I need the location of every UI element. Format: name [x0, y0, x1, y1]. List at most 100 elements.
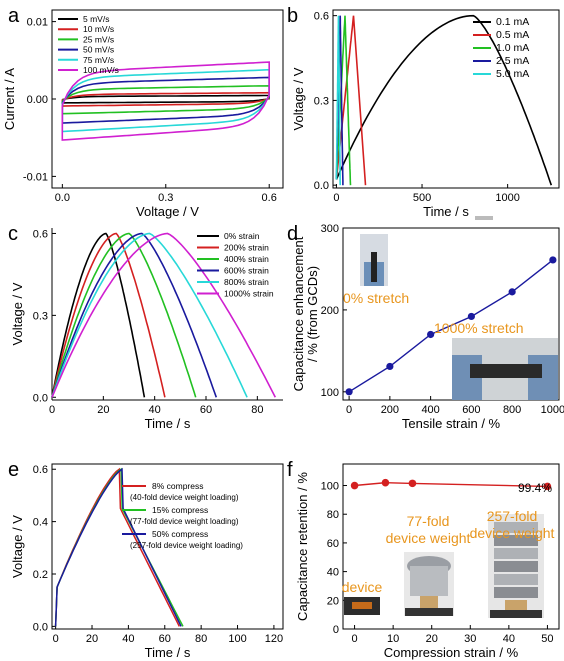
x-tick-label: 80: [251, 404, 263, 416]
y-axis-label: Voltage / V: [10, 515, 25, 578]
x-axis-label: Time / s: [145, 416, 191, 431]
data-point: [543, 482, 552, 491]
x-axis-label: Time / s: [145, 645, 191, 660]
annotation-77-fold: 77-fold: [407, 513, 450, 529]
x-axis-label: Voltage / V: [136, 204, 199, 219]
legend-label: 400% strain: [224, 254, 269, 264]
x-tick-label: 60: [200, 404, 212, 416]
x-tick-label: 0.6: [262, 192, 277, 204]
data-point: [467, 312, 475, 321]
legend-label: 0.5 mA: [496, 29, 529, 41]
legend-label: 5.0 mA: [496, 68, 529, 80]
data-point: [508, 288, 516, 296]
annotation-value: 99.4%: [518, 481, 552, 495]
legend-label: 0.1 mA: [496, 16, 529, 28]
series-line: [348, 259, 554, 393]
panel-e: 0 20 40 60 80 100 120 0.0 0.2 0.4 0.6 Time / s Volta…: [8, 459, 284, 660]
legend-label: 1.0 mA: [496, 42, 529, 54]
gcd-curve: [51, 232, 197, 398]
legend-label: 600% strain: [224, 266, 269, 276]
gcd-curve: [335, 14, 553, 186]
x-tick-label: 400: [421, 404, 439, 416]
photo-device: [344, 597, 380, 615]
y-axis-label-2: / % (from GCDs): [305, 266, 320, 362]
cv-loop: [61, 91, 270, 107]
y-axis-label: Voltage / V: [291, 67, 306, 130]
data-point: [345, 388, 353, 396]
x-axis-label: Compression strain / %: [384, 645, 519, 660]
series-line: [354, 481, 548, 488]
cv-loop: [61, 61, 270, 141]
x-tick-label: 800: [503, 404, 521, 416]
x-tick-label: 0: [49, 404, 55, 416]
x-tick-label: 80: [195, 633, 207, 645]
x-tick-label: 1000: [541, 404, 564, 416]
data-point: [386, 362, 394, 371]
annotation-77-device-weight: device weight: [386, 530, 471, 546]
y-axis-label: Current / A: [2, 68, 17, 130]
y-tick-label: 0.6: [33, 464, 48, 476]
x-tick-label: 60: [159, 633, 171, 645]
legend-label: 100 mV/s: [83, 65, 119, 75]
y-tick-label: 100: [321, 387, 339, 399]
legend-label: 200% strain: [224, 243, 269, 253]
y-tick-label: 200: [321, 305, 339, 317]
data-point: [381, 478, 390, 487]
y-tick-label: 0.2: [33, 569, 48, 581]
legend-detail: (40-fold device weight loading): [130, 493, 239, 502]
y-tick-label: 60: [327, 538, 339, 550]
y-tick-label: 80: [327, 509, 339, 521]
x-tick-label: 120: [265, 633, 283, 645]
panel-f: 0 10 20 30 40 50 0 20 40 60 80 100 Compression strai…: [287, 459, 560, 660]
x-tick-label: 10: [387, 633, 399, 645]
data-point: [549, 256, 557, 264]
x-axis-label: Tensile strain / %: [402, 416, 501, 431]
legend-label: 2.5 mA: [496, 55, 529, 67]
photo-77-fold-weight: [404, 552, 454, 616]
panel-letter: e: [8, 459, 19, 481]
legend-detail: (257-fold device weight loading): [130, 541, 243, 550]
gcd-curve: [54, 467, 182, 627]
legend-label: 15% compress: [152, 505, 208, 515]
data-point: [408, 479, 417, 488]
data-point: [427, 330, 435, 339]
panel-letter: d: [287, 223, 298, 245]
photo-0-percent-stretch: [360, 234, 388, 286]
panel-a: 0.0 0.3 0.6 -0.01 0.00 0.01 Voltage / V Current…: [2, 5, 284, 219]
x-tick-label: 100: [228, 633, 246, 645]
cv-loop: [61, 84, 270, 115]
x-tick-label: 600: [462, 404, 480, 416]
x-tick-label: 0: [53, 633, 59, 645]
y-tick-label: 0.3: [33, 310, 48, 322]
x-tick-label: 40: [122, 633, 134, 645]
y-tick-label: 300: [321, 223, 339, 235]
x-tick-label: 0: [333, 192, 339, 204]
panel-letter: f: [287, 459, 293, 481]
y-tick-label: 20: [327, 595, 339, 607]
y-axis-label: Capacitance retention / %: [295, 472, 310, 621]
y-tick-label: 0.01: [27, 17, 48, 29]
annotation-257-device-weight: device weight: [470, 525, 555, 541]
gcd-curve: [51, 232, 166, 398]
plot-frame: [51, 463, 284, 630]
data-point: [350, 481, 359, 490]
gcd-curve: [51, 232, 218, 398]
y-tick-label: 40: [327, 567, 339, 579]
x-tick-label: 20: [86, 633, 98, 645]
x-tick-label: 0.0: [55, 192, 70, 204]
panel-letter: a: [8, 5, 20, 27]
y-tick-label: 0.00: [27, 94, 48, 106]
x-tick-label: 500: [413, 192, 431, 204]
x-tick-label: 20: [426, 633, 438, 645]
photo-257-fold-weight: [488, 514, 544, 618]
panel-d: 0 200 400 600 800 1000 100 200 300 Tensile strain…: [287, 223, 564, 431]
legend-label: 50 mV/s: [83, 45, 114, 55]
plot-frame: [332, 9, 560, 189]
x-tick-label: 0.3: [158, 192, 173, 204]
x-tick-label: 40: [149, 404, 161, 416]
photo-1000-percent-stretch: [452, 338, 558, 400]
x-tick-label: 20: [97, 404, 109, 416]
legend-label: 5 mV/s: [83, 14, 109, 24]
y-tick-label: 0.6: [33, 228, 48, 240]
